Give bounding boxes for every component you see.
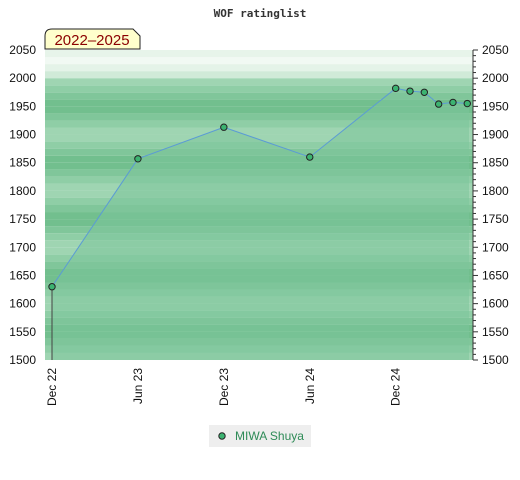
- data-point: [420, 88, 429, 96]
- y-tick-label-right: 2050: [482, 43, 509, 57]
- background-band: [45, 57, 473, 65]
- chart-title: WOF ratinglist: [214, 7, 307, 20]
- x-tick-label: Dec 24: [389, 368, 403, 406]
- background-band: [45, 50, 473, 58]
- y-tick-label-right: 1750: [482, 212, 509, 226]
- data-point: [220, 123, 228, 131]
- y-tick-label-right: 1700: [482, 240, 509, 254]
- y-tick-label: 1650: [9, 268, 36, 282]
- y-tick-label: 1500: [9, 353, 36, 367]
- x-tick-label: Dec 23: [217, 368, 231, 406]
- background-band: [45, 92, 473, 100]
- y-tick-label: 2050: [9, 43, 36, 57]
- range-badge: 2022–2025: [44, 28, 141, 50]
- y-tick-label: 1800: [9, 184, 36, 198]
- y-tick-label-right: 1950: [482, 99, 509, 113]
- y-tick-label-right: 1800: [482, 184, 509, 198]
- x-axis: Dec 22 Jun 23 Dec 23 Jun 24 Dec 24: [45, 368, 403, 406]
- y-tick-label: 1850: [9, 156, 36, 170]
- background-band: [45, 134, 473, 142]
- y-tick-label-right: 1900: [482, 128, 509, 142]
- range-label: 2022–2025: [54, 32, 129, 49]
- data-point: [134, 155, 142, 163]
- background-band: [45, 71, 473, 79]
- y-tick-label: 2000: [9, 71, 36, 85]
- background-band: [45, 78, 473, 86]
- background-band: [45, 120, 473, 128]
- series-area: [52, 88, 469, 360]
- background-band: [45, 99, 473, 107]
- y-tick-label-right: 1500: [482, 353, 509, 367]
- data-point: [48, 283, 56, 291]
- x-tick-label: Dec 22: [45, 368, 59, 406]
- background-band: [45, 113, 473, 121]
- y-axis-left: 1500 1550 1600 1650 1700 1750 1800 1850 1900 1950…: [9, 43, 36, 367]
- y-tick-label: 1700: [9, 240, 36, 254]
- background-band: [45, 127, 473, 135]
- legend[interactable]: MIWA Shuya: [209, 425, 311, 447]
- x-tick-label: Jun 24: [303, 368, 317, 404]
- y-tick-label: 1750: [9, 212, 36, 226]
- background-band: [45, 64, 473, 72]
- data-point: [449, 98, 457, 107]
- background-band: [45, 85, 473, 93]
- range-badge-box: [44, 28, 141, 50]
- y-tick-label: 1550: [9, 325, 36, 339]
- y-tick-label-right: 1550: [482, 325, 509, 339]
- y-tick-label-right: 1600: [482, 297, 509, 311]
- y-tick-label: 1900: [9, 128, 36, 142]
- legend-box: [209, 425, 311, 447]
- y-tick-label-right: 1650: [482, 268, 509, 282]
- legend-marker: [218, 432, 226, 440]
- y-tick-label-right: 1850: [482, 156, 509, 170]
- data-point: [463, 99, 471, 108]
- background-band: [45, 106, 473, 114]
- y-tick-label: 1600: [9, 297, 36, 311]
- data-point: [434, 100, 443, 108]
- data-point: [391, 84, 400, 93]
- y-tick-label-right: 2000: [482, 71, 509, 85]
- y-axis-right: 1500 1550 1600 1650 1700 1750 1800 1850 1900 1950…: [472, 43, 509, 367]
- data-point: [306, 153, 314, 161]
- legend-label: MIWA Shuya: [235, 429, 304, 443]
- data-point: [406, 87, 414, 95]
- x-tick-label: Jun 23: [131, 368, 145, 404]
- series-markers: [48, 84, 471, 360]
- y-tick-label: 1950: [9, 99, 36, 113]
